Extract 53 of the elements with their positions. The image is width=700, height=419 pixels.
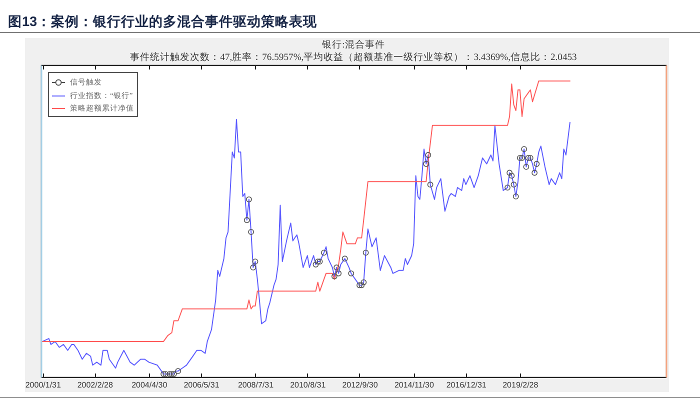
point [504, 184, 510, 190]
x-tick-label: 2006/5/31 [184, 380, 220, 390]
point [320, 250, 327, 256]
point [316, 258, 323, 264]
x-tick-label: 2014/11/30 [394, 380, 434, 390]
point [532, 170, 538, 176]
point [336, 270, 342, 276]
point [523, 164, 530, 170]
point [342, 256, 348, 262]
x-tick-label: 2004/4/30 [132, 380, 168, 390]
point [516, 155, 523, 161]
point [334, 264, 340, 270]
point [248, 229, 254, 235]
point [250, 264, 256, 270]
point [519, 155, 525, 161]
x-tick-label: 2016/12/31 [446, 380, 487, 390]
point [175, 368, 182, 374]
point [527, 155, 534, 161]
point [358, 282, 365, 288]
point [512, 193, 519, 200]
x-tick-label: 2000/1/31 [25, 380, 62, 390]
chart-title: 图13：案例：银行行业的多混合事件驱动策略表现 [8, 13, 318, 30]
point [252, 258, 258, 264]
x-tick-label: 2010/8/31 [290, 380, 326, 390]
x-tick-label: 2002/2/28 [77, 380, 114, 390]
point [166, 371, 173, 377]
point [525, 155, 532, 161]
point [534, 160, 540, 167]
point [360, 279, 367, 286]
point [244, 217, 250, 224]
point [521, 146, 528, 152]
point [314, 258, 321, 264]
point [162, 371, 169, 377]
x-tick-label: 2019/2/28 [502, 380, 539, 390]
point [348, 270, 354, 276]
point [506, 170, 513, 176]
point [246, 196, 252, 202]
point [331, 273, 338, 280]
point [362, 250, 369, 256]
x-tick-label: 2008/7/31 [238, 380, 274, 390]
chart-subtitle: 银行:混合事件 [321, 38, 385, 50]
point [508, 172, 515, 179]
text: 事件统计触发次数：47,胜率：76.5957%,平均收益（超额基准一级行业等权）：3.4369%,信息比：2.0453 [130, 50, 578, 63]
point [168, 371, 175, 377]
point [427, 182, 434, 188]
point [160, 371, 166, 377]
point [510, 182, 517, 188]
point [170, 371, 177, 377]
point [425, 152, 432, 158]
point [423, 160, 430, 167]
point [312, 262, 319, 268]
x-tick-label: 2012/9/30 [342, 380, 378, 390]
point [356, 282, 362, 288]
